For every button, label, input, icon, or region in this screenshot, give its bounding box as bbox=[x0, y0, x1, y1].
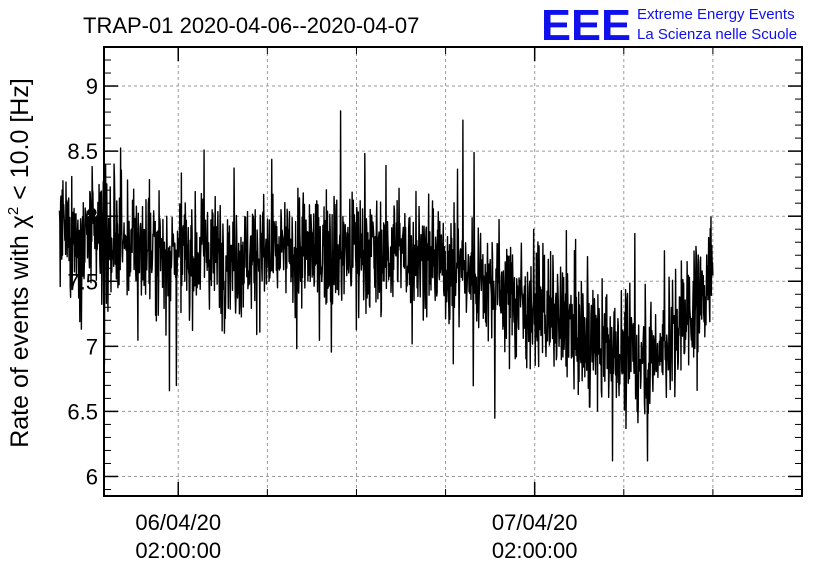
eee-logo-line1: Extreme Energy Events bbox=[637, 6, 795, 23]
y-tick-label: 8.5 bbox=[67, 139, 98, 164]
eee-logo: EEE Extreme Energy Events La Scienza nel… bbox=[541, 1, 797, 50]
ticks-layer bbox=[104, 46, 803, 496]
x-tick-label-time: 02:00:00 bbox=[135, 538, 221, 563]
y-axis-label-prefix: Rate of events with bbox=[6, 228, 34, 448]
series-line bbox=[58, 110, 714, 462]
labels-layer: 6 6.5 7 7.5 8 8.5 9 06/04/20 02:00:00 07/04/20 02:… bbox=[67, 74, 577, 563]
y-axis-label-suffix: < 10.0 [Hz] bbox=[6, 78, 34, 207]
y-tick-label: 8 bbox=[86, 204, 98, 229]
y-axis-label-chi: χ bbox=[6, 215, 34, 228]
y-axis-label-sup: 2 bbox=[5, 207, 22, 215]
x-tick-label-date: 06/04/20 bbox=[135, 510, 221, 535]
x-tick-label-date: 07/04/20 bbox=[492, 510, 578, 535]
plot-frame bbox=[103, 46, 803, 497]
y-tick-label: 7 bbox=[86, 334, 98, 359]
eee-logo-mark: EEE bbox=[541, 1, 631, 50]
y-tick-label: 7.5 bbox=[67, 269, 98, 294]
y-tick-label: 6.5 bbox=[67, 399, 98, 424]
y-tick-label: 6 bbox=[86, 464, 98, 489]
chart-title: TRAP-01 2020-04-06--2020-04-07 bbox=[83, 13, 419, 38]
x-tick-label-time: 02:00:00 bbox=[492, 538, 578, 563]
eee-logo-line2: La Scienza nelle Scuole bbox=[637, 26, 797, 43]
y-axis-label: Rate of events with χ2 < 10.0 [Hz] bbox=[5, 78, 34, 448]
series-layer bbox=[58, 110, 714, 462]
y-tick-label: 9 bbox=[86, 74, 98, 99]
